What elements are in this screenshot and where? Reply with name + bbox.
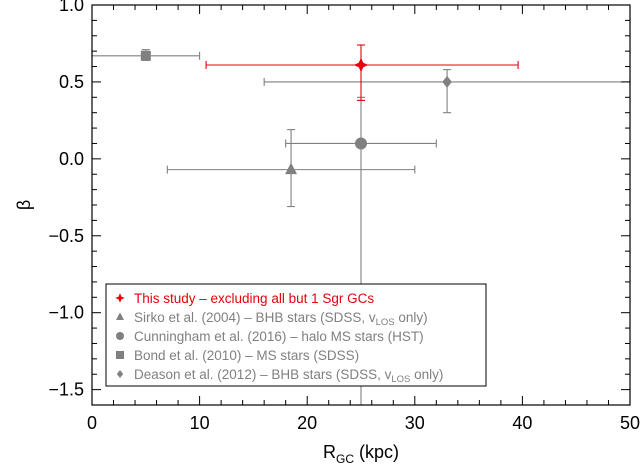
legend-marker-square (116, 351, 124, 359)
data-point-square (140, 50, 151, 61)
legend-label: Deason et al. (2012) – BHB stars (SDSS, … (134, 367, 443, 385)
axis-ticks (91, 4, 631, 405)
y-tick-label: −0.5 (48, 226, 84, 246)
y-tick-label: −1.5 (48, 380, 84, 400)
legend-marker-triangle (116, 312, 124, 320)
legend-marker-circle (116, 332, 124, 340)
legend: This study – excluding all but 1 Sgr GCs… (105, 283, 487, 387)
legend-box (105, 283, 487, 387)
legend-label: Bond et al. (2010) – MS stars (SDSS) (134, 348, 359, 363)
y-tick-label: −1.0 (48, 303, 84, 323)
legend-label: Sirko et al. (2004) – BHB stars (SDSS, v… (134, 310, 428, 328)
y-tick-label: 0.5 (59, 72, 84, 92)
y-axis-label: β (14, 200, 34, 210)
data-point-star (353, 57, 369, 73)
legend-label: This study – excluding all but 1 Sgr GCs (134, 291, 374, 306)
data-point-triangle (285, 162, 298, 175)
x-tick-label: 20 (297, 413, 317, 433)
x-tick-label: 50 (620, 413, 640, 433)
x-tick-label: 0 (87, 413, 97, 433)
tick-labels: 0 10 20 30 40 50 −1.5 −1.0 −0.5 0.0 0.5 1.0 (48, 0, 640, 433)
x-tick-label: 10 (190, 413, 210, 433)
x-tick-label: 40 (512, 413, 532, 433)
x-axis-label: RGC (kpc) (323, 442, 399, 466)
legend-label: Cunningham et al. (2016) – halo MS stars… (134, 329, 424, 344)
x-tick-label: 30 (405, 413, 425, 433)
legend-marker-star (115, 293, 125, 303)
y-tick-label: 1.0 (59, 0, 84, 15)
y-tick-label: 0.0 (59, 149, 84, 169)
data-point-circle (355, 137, 367, 150)
legend-marker-diamond (116, 370, 124, 378)
data-point-diamond (442, 75, 452, 88)
